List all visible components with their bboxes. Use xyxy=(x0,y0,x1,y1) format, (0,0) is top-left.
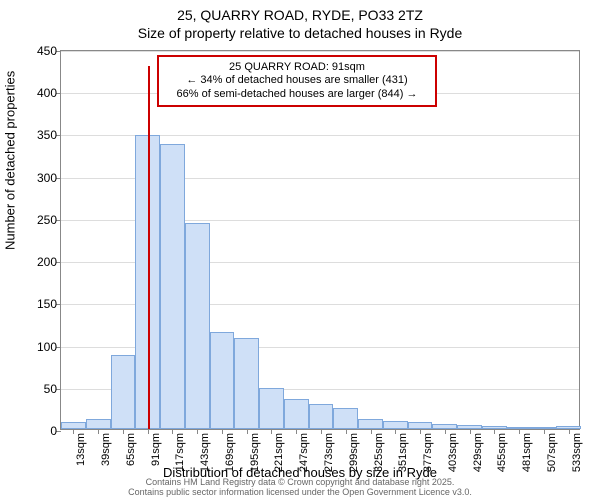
histogram-bar xyxy=(185,223,210,429)
histogram-bar xyxy=(86,419,111,429)
histogram-bar xyxy=(259,388,284,429)
histogram-bar xyxy=(309,404,334,429)
callout-box: 25 QUARRY ROAD: 91sqm ← 34% of detached … xyxy=(157,55,437,107)
x-tick-label: 91sqm xyxy=(150,433,162,466)
y-tick-label: 300 xyxy=(37,171,61,185)
callout-line-1: 25 QUARRY ROAD: 91sqm xyxy=(229,61,365,73)
x-tick xyxy=(519,429,520,434)
histogram-bar xyxy=(408,422,433,429)
histogram-bar xyxy=(111,355,136,429)
x-tick-label: 13sqm xyxy=(75,433,87,466)
x-tick xyxy=(98,429,99,434)
y-tick-label: 250 xyxy=(37,213,61,227)
footer-line-2: Contains public sector information licen… xyxy=(128,487,472,497)
histogram-bar xyxy=(210,332,235,429)
histogram-bar xyxy=(160,144,185,429)
x-tick xyxy=(222,429,223,434)
histogram-bar xyxy=(358,419,383,429)
histogram-bar xyxy=(333,408,358,429)
footer-line-1: Contains HM Land Registry data © Crown c… xyxy=(146,477,455,487)
y-tick-label: 400 xyxy=(37,86,61,100)
footer-attribution: Contains HM Land Registry data © Crown c… xyxy=(0,478,600,498)
title-line-2: Size of property relative to detached ho… xyxy=(138,25,463,41)
property-marker-line xyxy=(148,66,150,429)
y-axis-title: Number of detached properties xyxy=(3,71,18,250)
y-tick-label: 450 xyxy=(37,44,61,58)
x-tick-label: 65sqm xyxy=(125,433,137,466)
chart-container: 25, QUARRY ROAD, RYDE, PO33 2TZ Size of … xyxy=(0,0,600,500)
y-tick-label: 100 xyxy=(37,340,61,354)
x-tick xyxy=(470,429,471,434)
histogram-bar xyxy=(234,338,259,429)
histogram-bar xyxy=(383,421,408,429)
callout-line-2: ← 34% of detached houses are smaller (43… xyxy=(186,74,407,86)
y-tick-label: 200 xyxy=(37,255,61,269)
y-tick-label: 0 xyxy=(50,424,61,438)
histogram-bar xyxy=(61,422,86,429)
x-tick xyxy=(544,429,545,434)
y-tick-label: 150 xyxy=(37,297,61,311)
callout-line-3: 66% of semi-detached houses are larger (… xyxy=(177,88,418,100)
x-tick xyxy=(445,429,446,434)
plot-area: 05010015020025030035040045013sqm39sqm65s… xyxy=(60,50,580,430)
x-tick xyxy=(148,429,149,434)
x-tick xyxy=(123,429,124,434)
x-tick xyxy=(371,429,372,434)
x-tick xyxy=(569,429,570,434)
histogram-bar xyxy=(284,399,309,429)
title-line-1: 25, QUARRY ROAD, RYDE, PO33 2TZ xyxy=(177,7,423,23)
chart-title: 25, QUARRY ROAD, RYDE, PO33 2TZ Size of … xyxy=(0,0,600,42)
x-tick xyxy=(346,429,347,434)
x-tick xyxy=(247,429,248,434)
x-tick xyxy=(321,429,322,434)
grid-line xyxy=(61,51,579,52)
y-tick-label: 350 xyxy=(37,128,61,142)
y-tick-label: 50 xyxy=(44,382,61,396)
x-tick xyxy=(420,429,421,434)
x-tick-label: 39sqm xyxy=(100,433,112,466)
